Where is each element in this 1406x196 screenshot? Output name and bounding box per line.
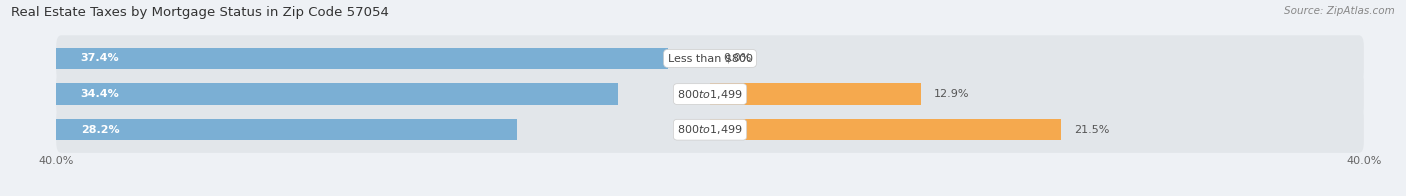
Text: $800 to $1,499: $800 to $1,499 [678,88,742,101]
Text: Less than $800: Less than $800 [668,54,752,64]
Text: 0.0%: 0.0% [723,54,751,64]
Text: $800 to $1,499: $800 to $1,499 [678,123,742,136]
FancyBboxPatch shape [56,35,1364,82]
FancyBboxPatch shape [56,71,1364,117]
Bar [56,48,668,69]
Bar [56,83,619,105]
Text: 21.5%: 21.5% [1074,125,1109,135]
Text: 12.9%: 12.9% [934,89,970,99]
Legend: Without Mortgage, With Mortgage: Without Mortgage, With Mortgage [589,193,831,196]
Text: Real Estate Taxes by Mortgage Status in Zip Code 57054: Real Estate Taxes by Mortgage Status in … [11,6,389,19]
Bar [56,119,517,140]
Text: 28.2%: 28.2% [80,125,120,135]
Text: Source: ZipAtlas.com: Source: ZipAtlas.com [1284,6,1395,16]
FancyBboxPatch shape [56,107,1364,153]
Bar [710,119,1062,140]
Bar [710,83,921,105]
Text: 37.4%: 37.4% [80,54,120,64]
Text: 34.4%: 34.4% [80,89,120,99]
